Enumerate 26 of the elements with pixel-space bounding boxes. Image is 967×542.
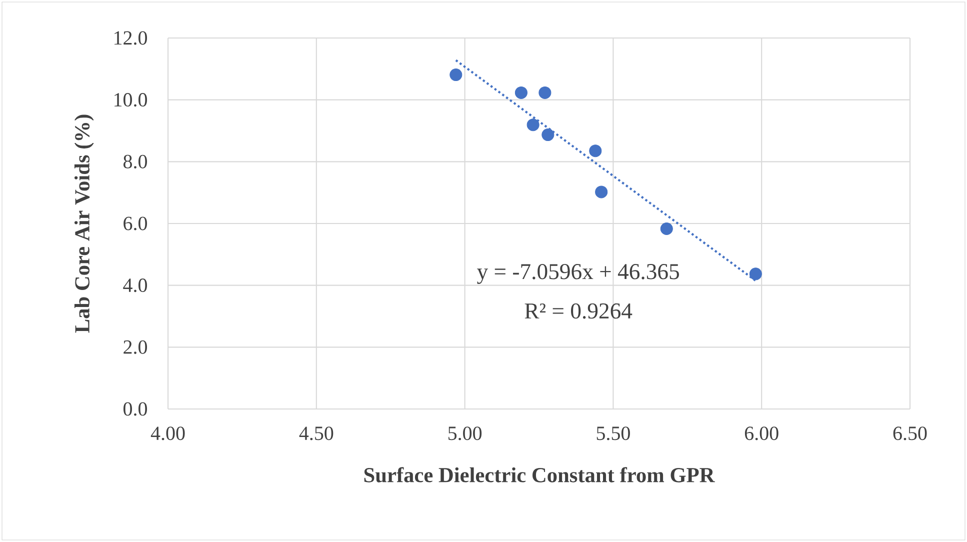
x-tick-label: 6.50 [893,426,927,440]
y-tick-label: 4.0 [123,278,147,292]
y-tick-label: 2.0 [124,340,147,354]
point [450,68,462,82]
point [538,86,552,99]
annotation: R² = 0.9264 [524,303,632,319]
y-tick-label: 8.0 [123,154,147,168]
x-tick-label: 4.50 [299,426,334,440]
y-tick-label: 10.0 [114,93,147,107]
point [542,128,554,142]
y-tick-label: 0.0 [123,402,147,416]
y-tick-label: 12.0 [114,31,147,45]
point [589,144,602,158]
point [514,86,528,99]
point [749,268,762,280]
annotation: y = -7.0596x + 46.365 [477,264,679,284]
x-axis-title: Surface Dielectric Constant from GPR [364,467,715,482]
x-tick-label: 5.50 [596,426,630,440]
x-tick-label: 6.00 [744,426,778,440]
point [660,222,673,236]
x-tick-label: 5.00 [448,426,482,440]
y-axis-title: Lab Core Air Voids (%) [74,114,94,333]
point [526,118,540,132]
x-tick-label: 4.00 [150,426,185,440]
point [595,186,608,198]
y-tick-label: 6.0 [124,216,147,230]
